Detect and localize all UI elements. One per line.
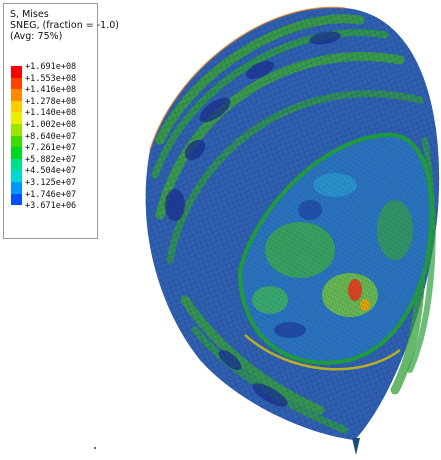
legend-tick-label: +1.691e+08 xyxy=(25,62,77,72)
legend-tick-label: +3.125e+07 xyxy=(25,178,77,188)
stray-mark xyxy=(94,447,96,449)
legend-header: S, Mises SNEG, (fraction = -1.0) (Avg: 7… xyxy=(10,9,119,42)
legend-color-swatch xyxy=(11,66,22,78)
legend-tick-label: +5.882e+07 xyxy=(25,154,77,165)
legend-section-label: SNEG, (fraction = -1.0) xyxy=(10,20,119,31)
legend-color-swatch xyxy=(11,77,22,90)
rim-edge-highlight xyxy=(244,334,401,371)
legend-tick-label: +1.278e+08 xyxy=(25,96,77,107)
legend-tick-label: +4.504e+07 xyxy=(25,166,77,177)
legend-tick-label: +1.002e+08 xyxy=(25,120,77,130)
top-edge-highlight xyxy=(149,6,346,151)
legend-tick-label: +3.671e+06 xyxy=(25,201,77,212)
legend-color-swatch xyxy=(11,100,22,113)
legend-color-swatch xyxy=(11,135,22,148)
legend-color-swatch xyxy=(11,147,22,159)
legend-tick-label: +1.416e+08 xyxy=(25,85,77,96)
legend-tick-label: +7.261e+07 xyxy=(25,143,77,154)
legend-color-swatch xyxy=(11,89,22,101)
legend-tick-label: +1.746e+07 xyxy=(25,189,77,200)
stress-legend: S, Mises SNEG, (fraction = -1.0) (Avg: 7… xyxy=(3,3,119,239)
legend-color-swatch xyxy=(11,158,22,171)
legend-color-swatch xyxy=(11,170,22,182)
legend-color-swatch xyxy=(11,182,22,194)
legend-tick-label: +1.140e+08 xyxy=(25,108,77,119)
legend-color-swatch xyxy=(11,124,22,136)
inner-mesh-overlay xyxy=(240,134,432,363)
legend-color-swatch xyxy=(11,112,22,124)
legend-averaging-label: (Avg: 75%) xyxy=(10,31,63,42)
legend-variable-label: S, Mises xyxy=(10,9,49,20)
legend-tick-label: +8.640e+07 xyxy=(25,131,77,142)
shell-tab xyxy=(352,438,360,455)
legend-color-swatch xyxy=(11,193,22,206)
legend-tick-label: +1.553e+08 xyxy=(25,73,77,84)
cylinder-rim xyxy=(237,132,434,365)
